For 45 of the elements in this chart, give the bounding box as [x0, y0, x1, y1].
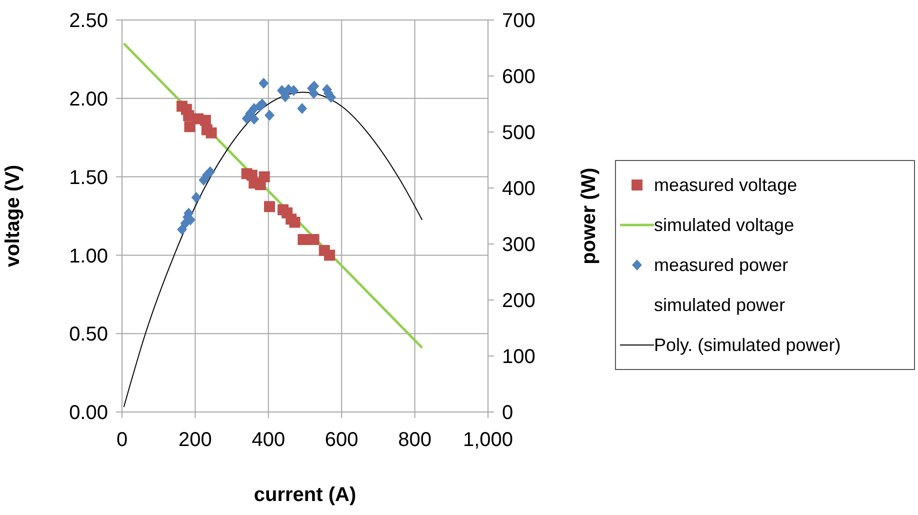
x-tick-label: 800	[398, 429, 432, 452]
point	[205, 166, 216, 178]
text: simulated power	[654, 294, 786, 316]
point	[280, 91, 290, 102]
point	[249, 114, 260, 125]
x-axis-title: current (A)	[254, 484, 356, 506]
point	[298, 234, 309, 246]
y2-tick-label: 400	[502, 178, 536, 200]
y2-tick-label: 500	[502, 122, 536, 144]
point	[308, 234, 320, 246]
legend-label: Poly. (simulated power)	[654, 334, 841, 356]
point	[264, 110, 274, 121]
y-tick-label: 2.50	[69, 10, 108, 32]
y2-tick-label: 300	[502, 234, 536, 256]
y2-tick-label: 0	[502, 402, 514, 424]
line-series	[123, 92, 423, 408]
point	[324, 250, 336, 261]
point	[289, 216, 300, 228]
point	[297, 102, 308, 114]
y2-tick-label: 700	[502, 10, 536, 32]
point	[184, 121, 196, 132]
y-tick-label: 0.00	[69, 402, 108, 424]
x-tick-label: 1,000	[462, 429, 514, 452]
x-tick-label: 200	[178, 429, 212, 452]
x-tick-label: 600	[324, 429, 358, 452]
y-tick-label: 1.50	[69, 166, 108, 189]
y-tick-label: 1.00	[69, 245, 108, 268]
x-tick-label: 0	[116, 429, 128, 452]
x-tick-label: 400	[252, 429, 286, 452]
point	[191, 192, 202, 204]
point	[177, 224, 188, 235]
y2-tick-label: 600	[502, 66, 536, 88]
point	[206, 127, 217, 138]
point	[264, 201, 275, 212]
y2-axis-title: power (W)	[578, 168, 600, 264]
y-tick-label: 2.00	[69, 88, 108, 110]
point	[258, 78, 269, 89]
y2-tick-label: 200	[502, 290, 536, 312]
legend-label: measured power	[654, 254, 788, 276]
legend-label: measured voltage	[654, 174, 798, 196]
y-axis-title: voltage (V)	[2, 164, 24, 268]
y2-tick-label: 100	[502, 346, 536, 368]
y-tick-label: 0.50	[69, 324, 108, 346]
legend-label: simulated voltage	[654, 214, 794, 236]
point	[258, 171, 270, 182]
